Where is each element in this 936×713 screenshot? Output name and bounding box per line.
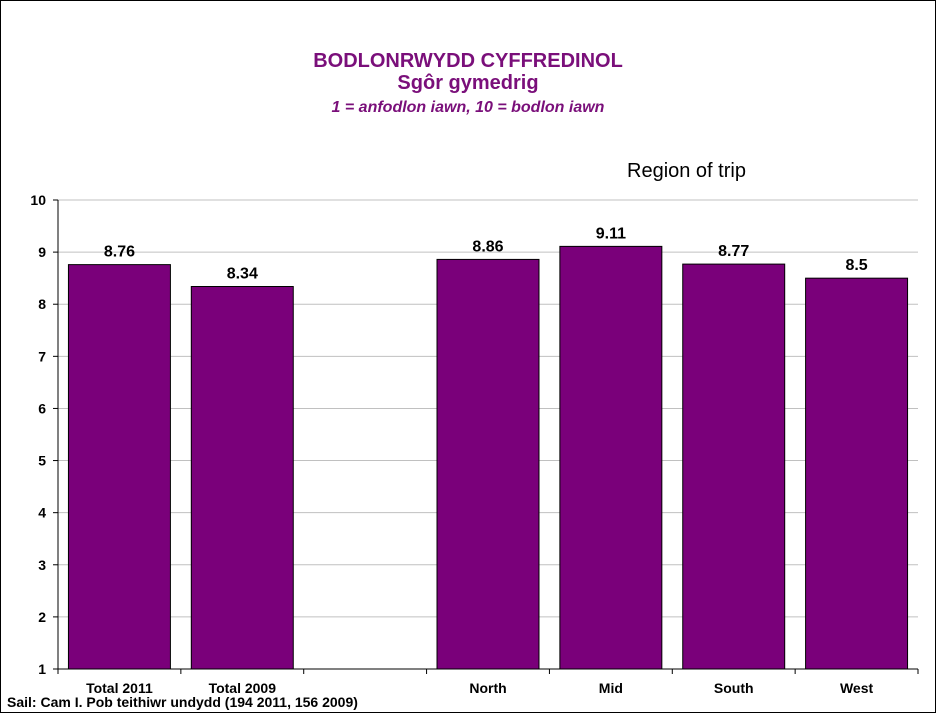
data-label: 8.76 bbox=[104, 244, 135, 261]
y-tick-label: 1 bbox=[38, 661, 46, 677]
y-tick-label: 10 bbox=[30, 192, 46, 208]
x-category-label: Total 2009 bbox=[209, 680, 277, 696]
x-category-label: Mid bbox=[599, 680, 623, 696]
y-tick-label: 2 bbox=[38, 609, 46, 625]
data-label: 8.77 bbox=[718, 243, 749, 260]
chart-subtitle: Sgôr gymedrig bbox=[397, 72, 539, 94]
x-category-label: North bbox=[469, 680, 506, 696]
y-tick-label: 5 bbox=[38, 453, 46, 469]
y-tick-label: 8 bbox=[38, 296, 46, 312]
region-of-trip-label: Region of trip bbox=[627, 160, 746, 182]
y-tick-label: 4 bbox=[38, 505, 46, 521]
bar-north bbox=[436, 258, 540, 670]
bar-south bbox=[682, 263, 786, 670]
bar-total-2011 bbox=[67, 264, 171, 670]
y-tick-label: 9 bbox=[38, 244, 46, 260]
y-tick-label: 7 bbox=[38, 348, 46, 364]
data-label: 8.86 bbox=[472, 238, 503, 255]
y-tick-label: 3 bbox=[38, 557, 46, 573]
bar-total-2009 bbox=[190, 286, 294, 670]
x-category-label: Total 2011 bbox=[86, 680, 153, 696]
data-label: 9.11 bbox=[596, 225, 626, 242]
data-label: 8.5 bbox=[845, 257, 867, 274]
chart-scale-note: 1 = anfodlon iawn, 10 = bodlon iawn bbox=[331, 99, 605, 116]
chart-title: BODLONRWYDD CYFFREDINOL bbox=[313, 50, 623, 72]
x-category-label: South bbox=[714, 680, 754, 696]
source-note: Sail: Cam I. Pob teithiwr undydd (194 20… bbox=[7, 694, 358, 710]
bar-mid bbox=[559, 245, 663, 670]
bar-west bbox=[805, 277, 909, 670]
x-category-label: West bbox=[840, 680, 874, 696]
y-tick-label: 6 bbox=[38, 400, 46, 416]
chart-title-block: BODLONRWYDD CYFFREDINOL Sgôr gymedrig 1 … bbox=[0, 50, 936, 120]
data-label: 8.34 bbox=[227, 266, 258, 283]
